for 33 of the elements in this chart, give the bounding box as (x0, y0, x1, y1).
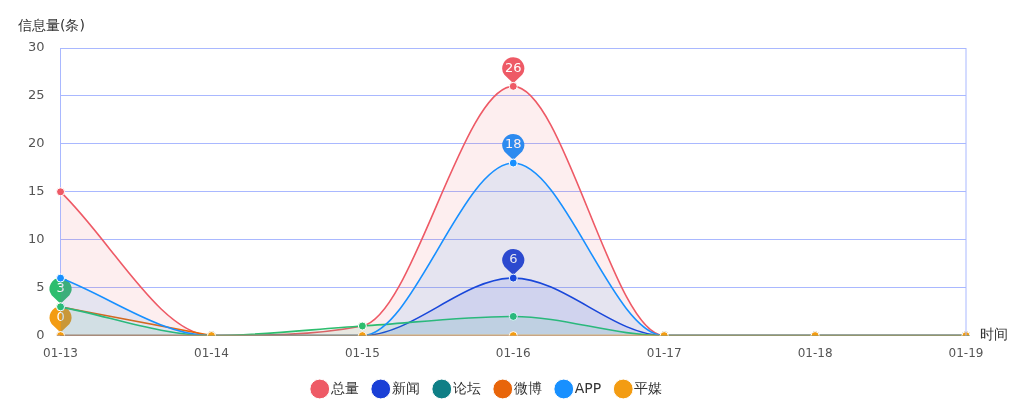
data-label: 0 (56, 308, 65, 324)
legend-label: 微博 (513, 379, 542, 396)
x-tick-label: 01-17 (646, 345, 682, 360)
legend-label: APP (574, 379, 602, 396)
point (508, 81, 518, 91)
legend-label: 总量 (329, 379, 359, 396)
point (56, 273, 66, 283)
y-tick-label: 20 (28, 135, 45, 151)
y-tick-label: 25 (28, 87, 45, 103)
y-tick-label: 5 (36, 279, 45, 295)
legend-label: 新闻 (391, 379, 420, 396)
point (508, 273, 518, 283)
x-tick-label: 01-15 (344, 345, 380, 360)
x-tick-label: 01-13 (43, 345, 78, 360)
point (56, 187, 66, 197)
y-tick-label: 30 (28, 39, 45, 55)
y-tick-label: 0 (36, 326, 45, 342)
x-tick-label: 01-16 (495, 345, 531, 360)
y-tick-label: 10 (28, 231, 45, 247)
legend-label: 论坛 (452, 379, 481, 396)
x-tick-label: 01-18 (797, 345, 833, 360)
y-axis-title: 信息量(条) (18, 16, 85, 33)
y-tick-label: 15 (28, 183, 45, 199)
x-tick-label: 01-19 (948, 345, 984, 360)
data-label: 18 (505, 136, 522, 152)
point (508, 158, 518, 168)
x-tick-label: 01-14 (194, 345, 229, 360)
data-label: 6 (509, 251, 518, 267)
data-label: 3 (56, 280, 65, 296)
x-axis-title: 时间 (980, 326, 1008, 343)
point (508, 311, 518, 321)
data-label: 26 (505, 59, 522, 75)
legend-label: 平媒 (634, 379, 663, 396)
